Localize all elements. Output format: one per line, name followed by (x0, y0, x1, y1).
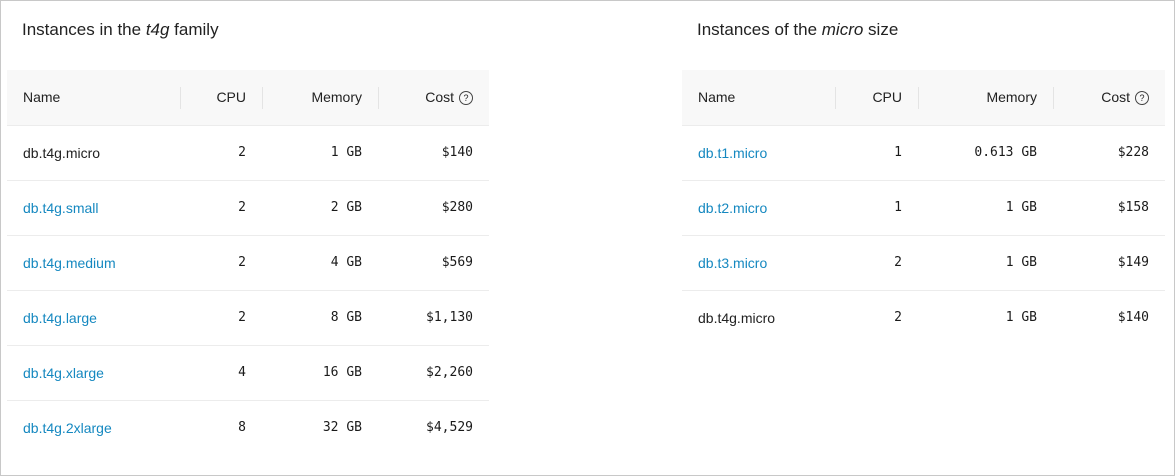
cost-cell: $158 (1117, 200, 1149, 215)
table-row: db.t4g.large 2 8 GB $1,130 (7, 290, 489, 345)
instance-name-cell: db.t4g.xlarge (7, 345, 180, 400)
t4g-family-panel: Instances in the t4g family Name CPU Memor… (0, 0, 500, 476)
table-row: db.t1.micro 1 0.613 GB $228 (682, 125, 1165, 180)
header-row: Name CPU Memory Cost? (682, 70, 1165, 125)
instance-link[interactable]: db.t4g.large (23, 309, 97, 326)
instance-name-cell: db.t1.micro (682, 125, 835, 180)
table-row: db.t2.micro 1 1 GB $158 (682, 180, 1165, 235)
cost-cell: $569 (441, 255, 473, 270)
instance-name-cell: db.t4g.2xlarge (7, 400, 180, 455)
memory-cell: 1 GB (1005, 255, 1037, 270)
column-header-cost[interactable]: Cost? (378, 70, 489, 125)
panel-title: Instances of the micro size (697, 20, 898, 40)
header-row: Name CPU Memory Cost? (7, 70, 489, 125)
column-header-cost[interactable]: Cost? (1053, 70, 1165, 125)
instance-name-cell: db.t4g.micro (682, 290, 835, 345)
instance-link[interactable]: db.t4g.2xlarge (23, 419, 112, 436)
cost-cell: $228 (1117, 145, 1149, 160)
cpu-cell: 2 (238, 310, 246, 325)
cpu-cell: 2 (894, 310, 902, 326)
table-row: db.t4g.micro 2 1 GB $140 (682, 290, 1165, 345)
cpu-cell: 4 (238, 365, 246, 380)
instance-link[interactable]: db.t3.micro (698, 254, 768, 271)
instance-link[interactable]: db.t2.micro (698, 199, 768, 216)
column-header-memory[interactable]: Memory (262, 70, 378, 125)
cpu-cell: 2 (238, 255, 246, 270)
cpu-cell: 2 (238, 145, 246, 160)
title-suffix: family (169, 20, 219, 39)
column-header-cpu[interactable]: CPU (835, 70, 918, 125)
title-size: micro (821, 20, 864, 39)
column-header-label: Memory (311, 89, 362, 106)
cost-cell: $280 (441, 200, 473, 215)
memory-cell: 1 GB (1005, 310, 1037, 326)
instance-name-cell: db.t3.micro (682, 235, 835, 290)
instance-link[interactable]: db.t4g.xlarge (23, 364, 104, 381)
t4g-family-table: Name CPU Memory Cost? db.t4g.micro 2 1 GB $140 d… (7, 70, 489, 455)
cost-cell: $149 (1117, 255, 1149, 270)
title-prefix: Instances in the (22, 20, 146, 39)
instance-name-cell: db.t4g.micro (7, 125, 180, 180)
instance-name-cell: db.t4g.medium (7, 235, 180, 290)
cpu-cell: 8 (238, 420, 246, 436)
column-header-name[interactable]: Name (7, 70, 180, 125)
column-header-name[interactable]: Name (682, 70, 835, 125)
table-row: db.t4g.xlarge 4 16 GB $2,260 (7, 345, 489, 400)
cost-cell: $140 (1117, 310, 1149, 326)
column-header-label: CPU (872, 89, 902, 106)
cpu-cell: 2 (894, 255, 902, 270)
table-row: db.t4g.micro 2 1 GB $140 (7, 125, 489, 180)
instance-link[interactable]: db.t4g.small (23, 199, 99, 216)
column-header-cpu[interactable]: CPU (180, 70, 262, 125)
instance-name-cell: db.t4g.large (7, 290, 180, 345)
cpu-cell: 2 (238, 200, 246, 215)
title-family: t4g (145, 20, 170, 39)
cpu-cell: 1 (894, 145, 902, 160)
table-row: db.t4g.2xlarge 8 32 GB $4,529 (7, 400, 489, 455)
title-suffix: size (863, 20, 899, 39)
memory-cell: 0.613 GB (974, 145, 1037, 160)
memory-cell: 32 GB (322, 420, 362, 436)
memory-cell: 1 GB (330, 145, 362, 160)
memory-cell: 1 GB (1005, 200, 1037, 215)
cost-cell: $2,260 (426, 365, 473, 380)
column-header-label: Cost (425, 89, 454, 106)
table-row: db.t4g.medium 2 4 GB $569 (7, 235, 489, 290)
memory-cell: 4 GB (330, 255, 362, 270)
column-header-memory[interactable]: Memory (918, 70, 1053, 125)
panel-title: Instances in the t4g family (22, 20, 219, 40)
table-row: db.t3.micro 2 1 GB $149 (682, 235, 1165, 290)
instance-name-cell: db.t4g.small (7, 180, 180, 235)
column-header-label: Name (23, 89, 61, 106)
cost-cell: $140 (441, 145, 473, 160)
column-header-label: Name (698, 89, 736, 106)
column-header-label: Cost (1101, 89, 1130, 106)
instance-link[interactable]: db.t1.micro (698, 144, 768, 161)
column-header-label: CPU (216, 89, 246, 106)
question-circle-icon[interactable]: ? (459, 91, 473, 106)
instance-link[interactable]: db.t4g.medium (23, 254, 116, 271)
cost-cell: $1,130 (426, 310, 473, 325)
memory-cell: 2 GB (330, 200, 362, 215)
table-row: db.t4g.small 2 2 GB $280 (7, 180, 489, 235)
title-prefix: Instances of the (697, 20, 822, 39)
instance-name-cell: db.t2.micro (682, 180, 835, 235)
cpu-cell: 1 (894, 200, 902, 215)
instance-name: db.t4g.micro (23, 144, 101, 161)
column-header-label: Memory (986, 89, 1037, 106)
micro-size-table: Name CPU Memory Cost? db.t1.micro 1 0.613 GB $2… (682, 70, 1165, 345)
memory-cell: 8 GB (330, 310, 362, 325)
cost-cell: $4,529 (426, 420, 473, 436)
instance-name: db.t4g.micro (698, 309, 776, 326)
question-circle-icon[interactable]: ? (1135, 91, 1149, 106)
memory-cell: 16 GB (322, 365, 362, 380)
